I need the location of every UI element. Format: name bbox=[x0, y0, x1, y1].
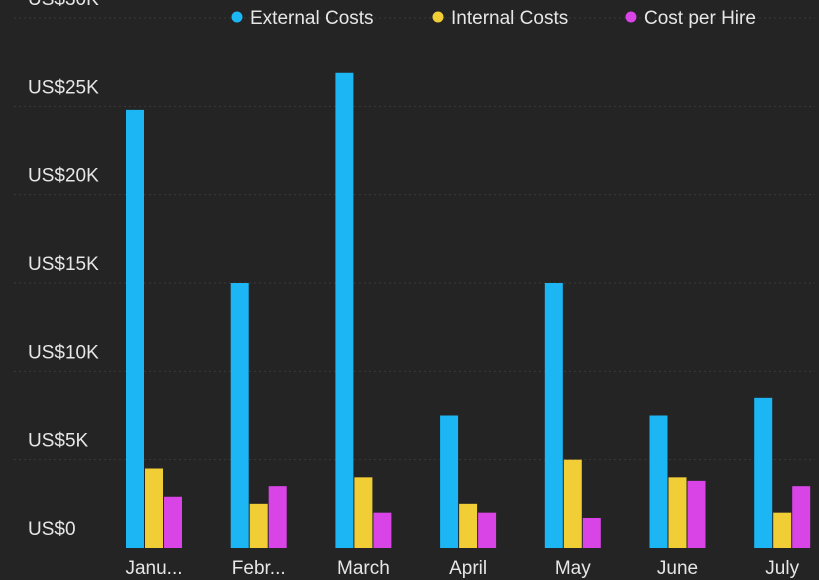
x-tick-label: Febr... bbox=[232, 558, 286, 579]
bar bbox=[478, 512, 497, 548]
bar bbox=[563, 459, 582, 548]
legend-swatch bbox=[625, 11, 637, 23]
y-tick-label: US$5K bbox=[28, 431, 89, 452]
bar bbox=[145, 468, 163, 548]
y-tick-label: US$15K bbox=[28, 254, 99, 275]
x-tick-label: July bbox=[765, 558, 799, 579]
y-tick-label: US$30K bbox=[28, 0, 99, 10]
bar bbox=[668, 477, 687, 548]
bar bbox=[687, 480, 706, 548]
y-tick-label: US$10K bbox=[28, 342, 99, 363]
legend-label: Cost per Hire bbox=[644, 8, 756, 29]
x-tick-label: May bbox=[555, 558, 591, 579]
bar bbox=[373, 512, 392, 548]
y-axis-ticks: US$0 US$5K US$10K US$15K US$20K US$25K US$30K bbox=[28, 0, 99, 540]
bar bbox=[126, 109, 144, 548]
bar bbox=[249, 503, 268, 548]
bar bbox=[335, 72, 354, 549]
x-axis-ticks: Janu... Febr... March April May June July bbox=[125, 558, 799, 579]
bar bbox=[754, 397, 773, 548]
bar bbox=[773, 512, 792, 548]
grid bbox=[14, 17, 815, 461]
bar bbox=[354, 477, 373, 548]
y-tick-label: US$20K bbox=[28, 166, 99, 187]
bar bbox=[649, 415, 668, 548]
bar bbox=[268, 486, 287, 548]
x-tick-label: April bbox=[449, 558, 487, 579]
y-tick-label: US$0 bbox=[28, 519, 76, 540]
legend: External Costs Internal Costs Cost per Hir… bbox=[231, 8, 756, 29]
legend-label: Internal Costs bbox=[451, 8, 568, 29]
bars bbox=[126, 72, 811, 549]
y-tick-label: US$25K bbox=[28, 77, 99, 98]
bar bbox=[230, 283, 249, 548]
bar bbox=[582, 517, 601, 548]
bar bbox=[440, 415, 459, 548]
x-tick-label: March bbox=[337, 558, 390, 579]
bar bbox=[164, 496, 182, 548]
legend-swatch bbox=[231, 11, 243, 23]
bar bbox=[544, 283, 563, 548]
legend-swatch bbox=[432, 11, 444, 23]
bar bbox=[792, 486, 811, 548]
legend-label: External Costs bbox=[250, 8, 374, 29]
x-tick-label: June bbox=[657, 558, 698, 579]
x-tick-label: Janu... bbox=[125, 558, 182, 579]
bar bbox=[459, 503, 478, 548]
